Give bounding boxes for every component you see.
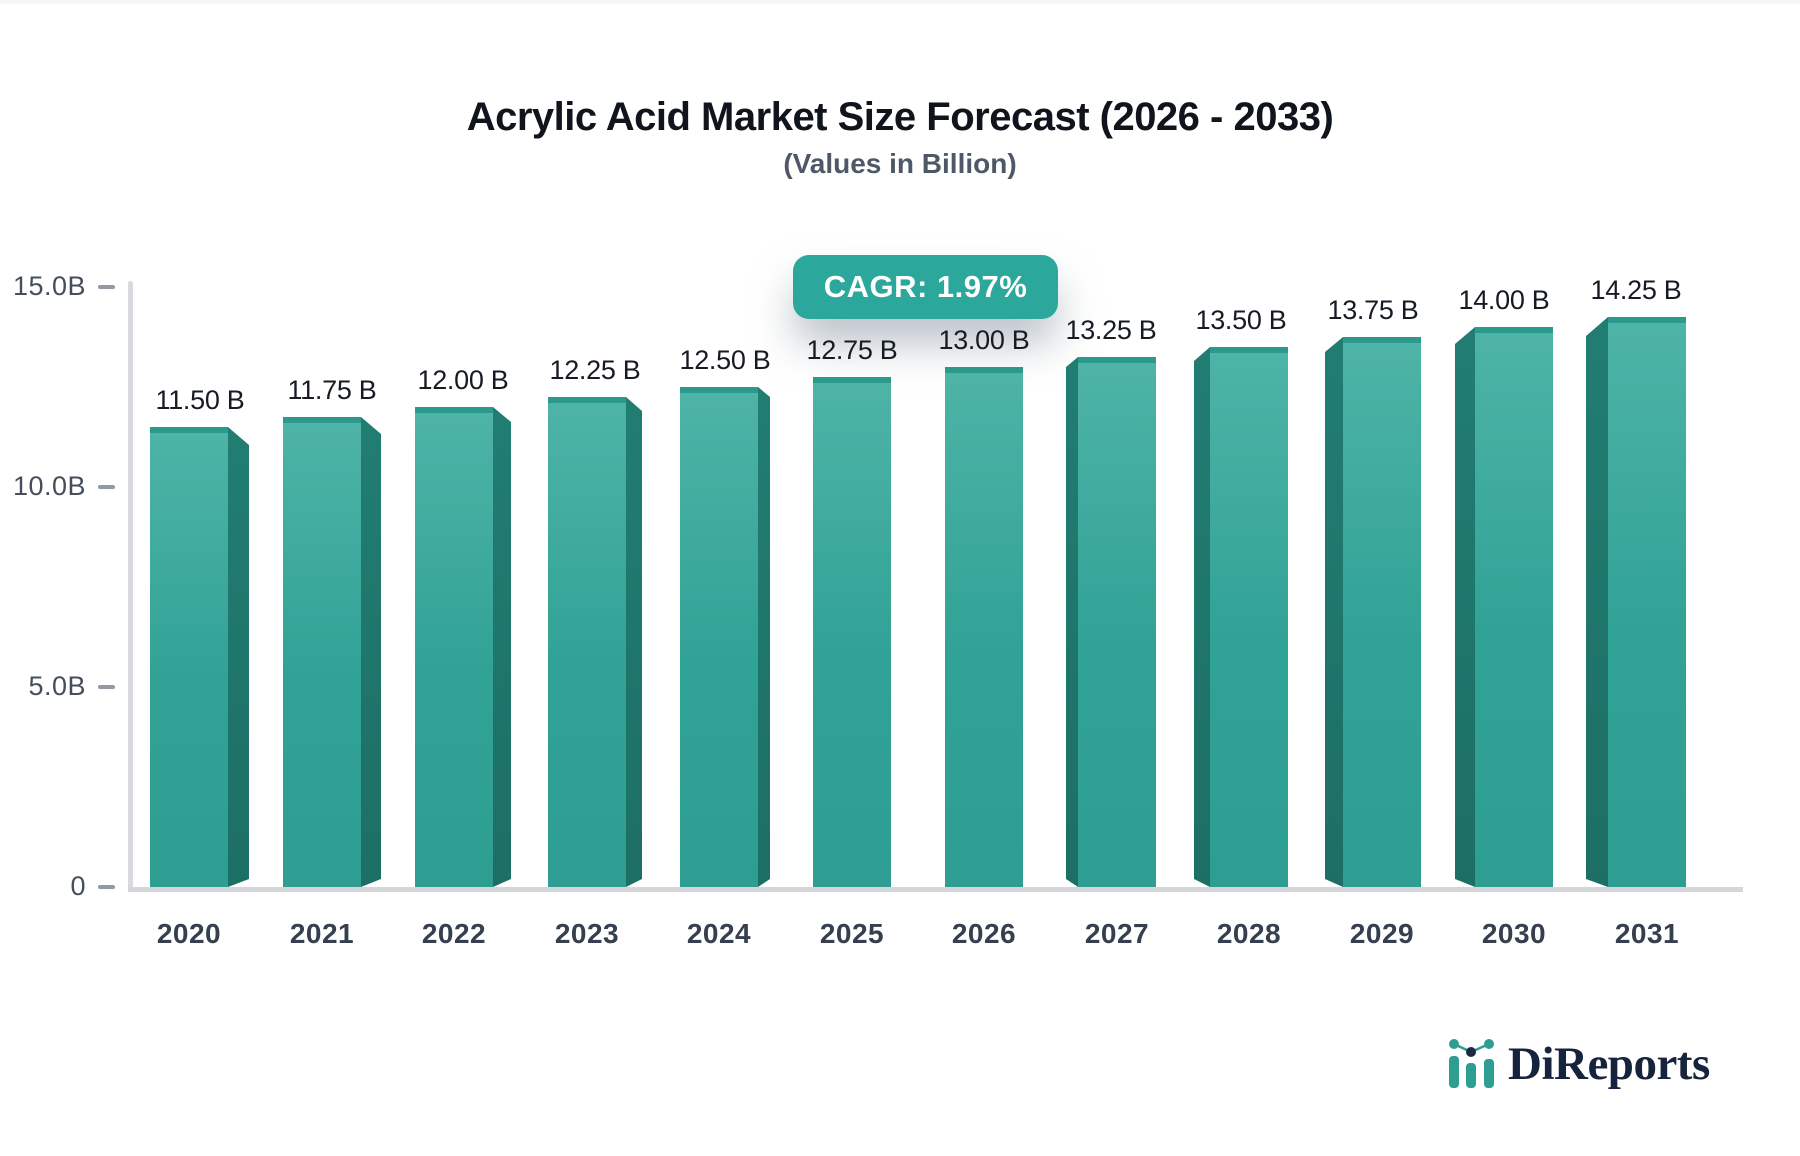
bar-2028 — [1210, 347, 1288, 887]
bar-top-edge — [415, 407, 493, 413]
bar-value-label: 13.75 B — [1327, 295, 1419, 325]
bar-top-edge — [1210, 347, 1288, 353]
bar-top-edge — [1475, 327, 1553, 333]
x-tick-label: 2031 — [1614, 918, 1680, 949]
bar-3d-side — [626, 397, 642, 887]
y-tick-label: 5.0B — [28, 671, 86, 701]
x-tick-label: 2025 — [819, 918, 885, 949]
bar-2023 — [548, 397, 626, 887]
bar-value-label: 13.25 B — [1065, 315, 1157, 345]
bar-3d-side — [758, 387, 770, 887]
y-tick-dash — [98, 885, 115, 889]
x-tick-label: 2029 — [1349, 918, 1415, 949]
y-tick-label: 15.0B — [12, 271, 86, 301]
cagr-badge-label: CAGR: 1.97% — [823, 269, 1028, 304]
bar-value-label: 12.50 B — [679, 345, 771, 375]
bar-3d-side — [1194, 347, 1210, 887]
y-tick-dash — [98, 485, 115, 489]
bar-2021 — [283, 417, 361, 887]
bar-2030 — [1475, 327, 1553, 887]
x-tick-label: 2028 — [1216, 918, 1282, 949]
bar-2022 — [415, 407, 493, 887]
bar-top-edge — [813, 377, 891, 383]
page-top-edge — [0, 0, 1800, 4]
y-tick-label: 10.0B — [12, 471, 86, 501]
bar-2026 — [945, 367, 1023, 887]
y-axis-line — [128, 281, 133, 892]
bar-value-label: 12.25 B — [549, 355, 641, 385]
x-tick-label: 2020 — [156, 918, 222, 949]
bar-value-label: 12.00 B — [417, 365, 509, 395]
x-tick-label: 2024 — [686, 918, 752, 949]
x-tick-label: 2027 — [1084, 918, 1150, 949]
bar-3d-side — [1066, 357, 1078, 887]
bar-top-edge — [680, 387, 758, 393]
bar-3d-side — [1586, 317, 1608, 887]
bar-value-label: 11.50 B — [155, 385, 245, 415]
x-axis-baseline — [128, 887, 1743, 892]
bar-3d-side — [1455, 327, 1475, 887]
bar-value-label: 13.50 B — [1195, 305, 1287, 335]
bar-value-label: 14.25 B — [1590, 275, 1682, 305]
cagr-badge: CAGR: 1.97% — [793, 255, 1058, 319]
bar-2025 — [813, 377, 891, 887]
bar-3d-side — [228, 427, 249, 887]
bar-top-edge — [283, 417, 361, 423]
logo-text: DiReports — [1508, 1038, 1710, 1090]
bar-2027 — [1078, 357, 1156, 887]
bar-2020 — [150, 427, 228, 887]
bar-top-edge — [1343, 337, 1421, 343]
bar-2031 — [1608, 317, 1686, 887]
bar-2024 — [680, 387, 758, 887]
bar-3d-side — [361, 417, 381, 887]
bar-value-label: 12.75 B — [806, 335, 898, 365]
direports-logo: DiReports — [1446, 1032, 1710, 1088]
bar-top-edge — [1608, 317, 1686, 323]
y-tick-dash — [98, 685, 115, 689]
mini-bar-chart-icon — [1449, 1039, 1494, 1088]
bar-3d-side — [1325, 337, 1343, 887]
bar-value-label: 14.00 B — [1458, 285, 1550, 315]
bar-top-edge — [150, 427, 228, 433]
x-tick-label: 2023 — [554, 918, 620, 949]
y-tick-label: 0 — [70, 871, 86, 901]
y-tick-dash — [98, 285, 115, 289]
bar-top-edge — [548, 397, 626, 403]
bar-value-label: 13.00 B — [938, 325, 1030, 355]
chart-title: Acrylic Acid Market Size Forecast (2026 … — [466, 95, 1334, 139]
bar-value-label: 11.75 B — [287, 375, 377, 405]
bar-3d-side — [493, 407, 511, 887]
x-tick-label: 2022 — [421, 918, 487, 949]
x-tick-label: 2030 — [1481, 918, 1547, 949]
bar-2029 — [1343, 337, 1421, 887]
bar-top-edge — [945, 367, 1023, 373]
chart-subtitle: (Values in Billion) — [783, 148, 1017, 179]
x-tick-label: 2026 — [951, 918, 1017, 949]
x-tick-label: 2021 — [289, 918, 355, 949]
bar-top-edge — [1078, 357, 1156, 363]
